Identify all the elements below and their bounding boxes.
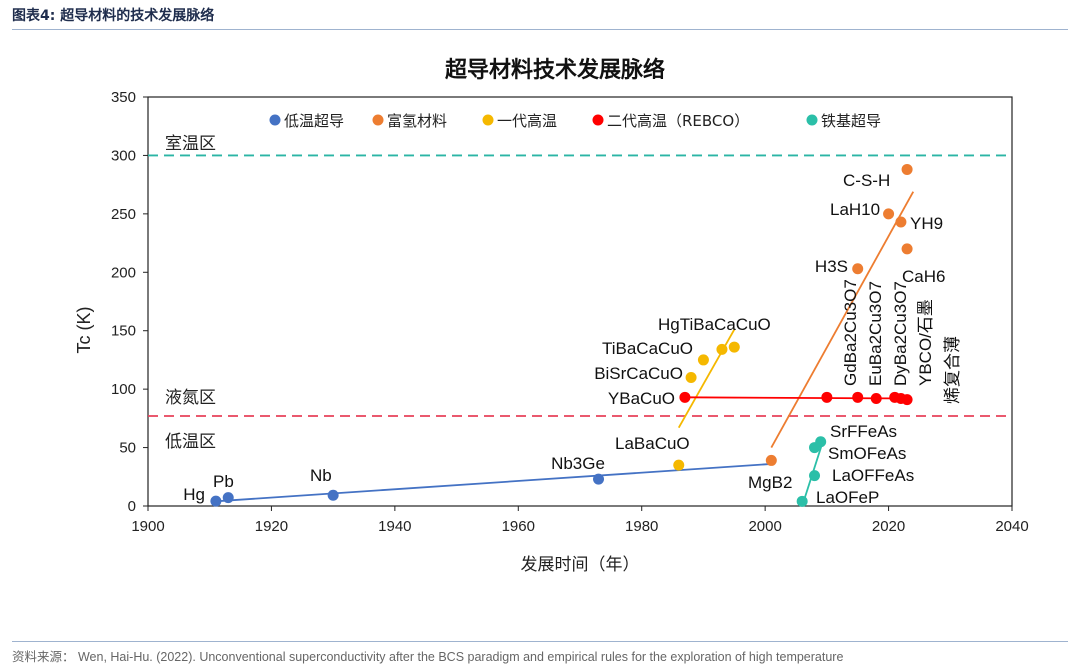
legend-marker <box>482 114 494 126</box>
data-point <box>852 391 864 403</box>
data-point <box>222 492 234 504</box>
point-label: BiSrCaCuO <box>594 364 683 383</box>
legend-marker <box>372 114 384 126</box>
trend-line <box>215 463 772 503</box>
region-label: 低温区 <box>165 432 216 452</box>
y-tick-label: 250 <box>111 206 136 223</box>
rotated-annotation: EuBa2Cu3O7 <box>866 281 885 386</box>
point-label: Hg <box>183 485 205 504</box>
x-tick-label: 1920 <box>255 518 288 535</box>
y-tick-label: 200 <box>111 264 136 281</box>
plot-area <box>147 96 1013 507</box>
legend-marker <box>806 114 818 126</box>
data-point <box>809 470 821 482</box>
figure-header: 图表4: 超导材料的技术发展脉络 <box>12 8 215 24</box>
point-label: C-S-H <box>843 171 890 190</box>
y-axis-label: Tc (K) <box>74 307 94 354</box>
data-point <box>685 371 697 383</box>
point-label: SmOFeAs <box>828 444 906 463</box>
point-label: YH9 <box>910 214 943 233</box>
data-point <box>901 243 913 255</box>
point-label: LaBaCuO <box>615 434 690 453</box>
source-note: 资料来源： Wen, Hai-Hu. (2022). Unconventiona… <box>12 650 844 664</box>
legend-label: 富氢材料 <box>387 112 447 130</box>
data-point <box>901 163 913 175</box>
y-tick-label: 300 <box>111 147 136 164</box>
data-point <box>673 459 685 471</box>
y-tick-label: 150 <box>111 323 136 340</box>
data-point <box>815 436 827 448</box>
chart-title: 超导材料技术发展脉络 <box>445 57 665 83</box>
point-label: HgTiBaCaCuO <box>658 315 771 334</box>
rotated-annotation: YBCO/石墨 <box>916 299 935 386</box>
data-point <box>728 341 740 353</box>
legend-label: 一代高温 <box>497 112 557 130</box>
point-label: Pb <box>213 472 234 491</box>
data-point <box>895 216 907 228</box>
legend-label: 低温超导 <box>284 112 344 130</box>
legend-item: 铁基超导 <box>806 112 881 130</box>
data-point <box>716 343 728 355</box>
point-label: LaOFFeAs <box>832 466 914 485</box>
point-label: LaH10 <box>830 200 880 219</box>
data-point <box>796 495 808 507</box>
y-tick-label: 50 <box>119 440 136 457</box>
trend-line <box>770 191 915 449</box>
trend-line <box>684 396 908 400</box>
legend-item: 富氢材料 <box>372 112 447 130</box>
header-divider <box>12 29 1068 30</box>
y-tick-label: 0 <box>128 498 136 515</box>
legend-item: 低温超导 <box>269 112 344 130</box>
x-tick-label: 2000 <box>748 518 781 535</box>
point-label: Nb <box>310 466 332 485</box>
legend-marker <box>592 114 604 126</box>
x-axis-label: 发展时间（年） <box>521 555 640 575</box>
x-tick-label: 1940 <box>378 518 411 535</box>
x-tick-label: 1900 <box>131 518 164 535</box>
y-tick-label: 100 <box>111 381 136 398</box>
data-point <box>765 454 777 466</box>
point-label: CaH6 <box>902 267 945 286</box>
data-point <box>883 208 895 220</box>
region-label: 室温区 <box>165 134 216 154</box>
point-label: LaOFeP <box>816 488 879 507</box>
point-label: MgB2 <box>748 473 792 492</box>
point-label: YBaCuO <box>608 389 675 408</box>
legend-label: 铁基超导 <box>821 112 881 130</box>
footer-divider <box>12 641 1068 642</box>
data-point <box>679 391 691 403</box>
region-label: 液氮区 <box>165 388 216 408</box>
data-point <box>593 473 605 485</box>
rotated-annotation: GdBa2Cu3O7 <box>841 279 860 386</box>
point-label: Nb3Ge <box>551 454 605 473</box>
x-tick-label: 1980 <box>625 518 658 535</box>
x-tick-label: 2040 <box>995 518 1028 535</box>
point-label: SrFFeAs <box>830 422 897 441</box>
rotated-annotation: DyBa2Cu3O7 <box>891 281 910 386</box>
data-point <box>697 354 709 366</box>
data-point <box>901 394 913 406</box>
y-tick-label: 350 <box>111 89 136 106</box>
data-point <box>870 392 882 404</box>
data-point <box>852 263 864 275</box>
rotated-annotation: 烯复合薄 <box>943 336 962 404</box>
legend-marker <box>269 114 281 126</box>
legend-item: 二代高温（REBCO） <box>592 112 749 130</box>
legend-label: 二代高温（REBCO） <box>607 112 749 130</box>
data-point <box>327 489 339 501</box>
point-label: H3S <box>815 257 848 276</box>
data-point <box>821 391 833 403</box>
point-label: TiBaCaCuO <box>602 339 693 358</box>
legend-item: 一代高温 <box>482 112 557 130</box>
data-point <box>210 495 222 507</box>
x-tick-label: 1960 <box>502 518 535 535</box>
x-tick-label: 2020 <box>872 518 905 535</box>
